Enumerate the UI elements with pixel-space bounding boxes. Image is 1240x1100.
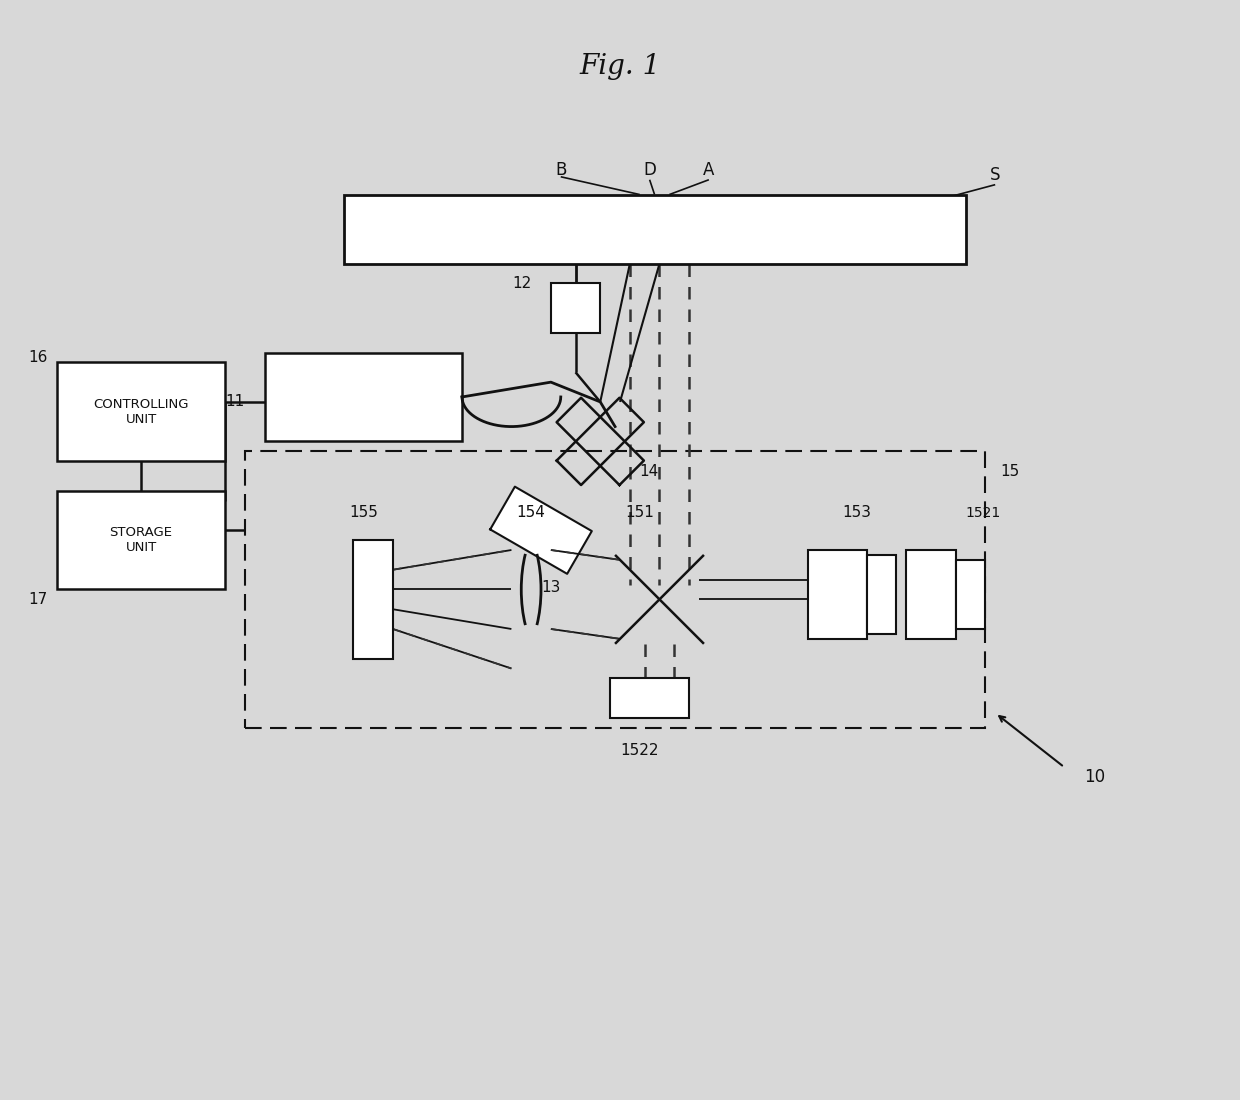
- Bar: [867, 554, 897, 634]
- Text: 17: 17: [29, 592, 47, 607]
- Text: 16: 16: [29, 350, 47, 365]
- Text: STORAGE
UNIT: STORAGE UNIT: [109, 526, 172, 554]
- Text: 154: 154: [517, 505, 546, 520]
- Bar: [244, 451, 986, 728]
- Text: 11: 11: [226, 395, 244, 409]
- Text: B: B: [556, 161, 567, 179]
- Text: 153: 153: [842, 505, 872, 520]
- Bar: [551, 284, 600, 333]
- Text: D: D: [644, 161, 656, 179]
- Bar: [807, 550, 867, 639]
- Bar: [57, 491, 224, 590]
- Bar: [264, 352, 463, 441]
- Text: 15: 15: [1001, 463, 1019, 478]
- Polygon shape: [490, 486, 591, 574]
- Text: CONTROLLING
UNIT: CONTROLLING UNIT: [93, 398, 188, 426]
- Text: 1522: 1522: [620, 742, 658, 758]
- Bar: [610, 679, 689, 718]
- Text: 13: 13: [541, 580, 560, 595]
- Text: 155: 155: [348, 505, 378, 520]
- Text: 10: 10: [1084, 768, 1105, 786]
- Text: 14: 14: [640, 463, 658, 478]
- Bar: [343, 195, 966, 264]
- Bar: [57, 362, 224, 461]
- Text: 1521: 1521: [966, 506, 1001, 520]
- Bar: [906, 550, 956, 639]
- Text: A: A: [703, 161, 714, 179]
- Text: S: S: [990, 166, 1001, 184]
- Text: 151: 151: [625, 505, 655, 520]
- Bar: [956, 560, 986, 629]
- Text: Fig. 1: Fig. 1: [579, 53, 661, 79]
- Bar: [353, 540, 393, 659]
- Text: 12: 12: [512, 276, 531, 290]
